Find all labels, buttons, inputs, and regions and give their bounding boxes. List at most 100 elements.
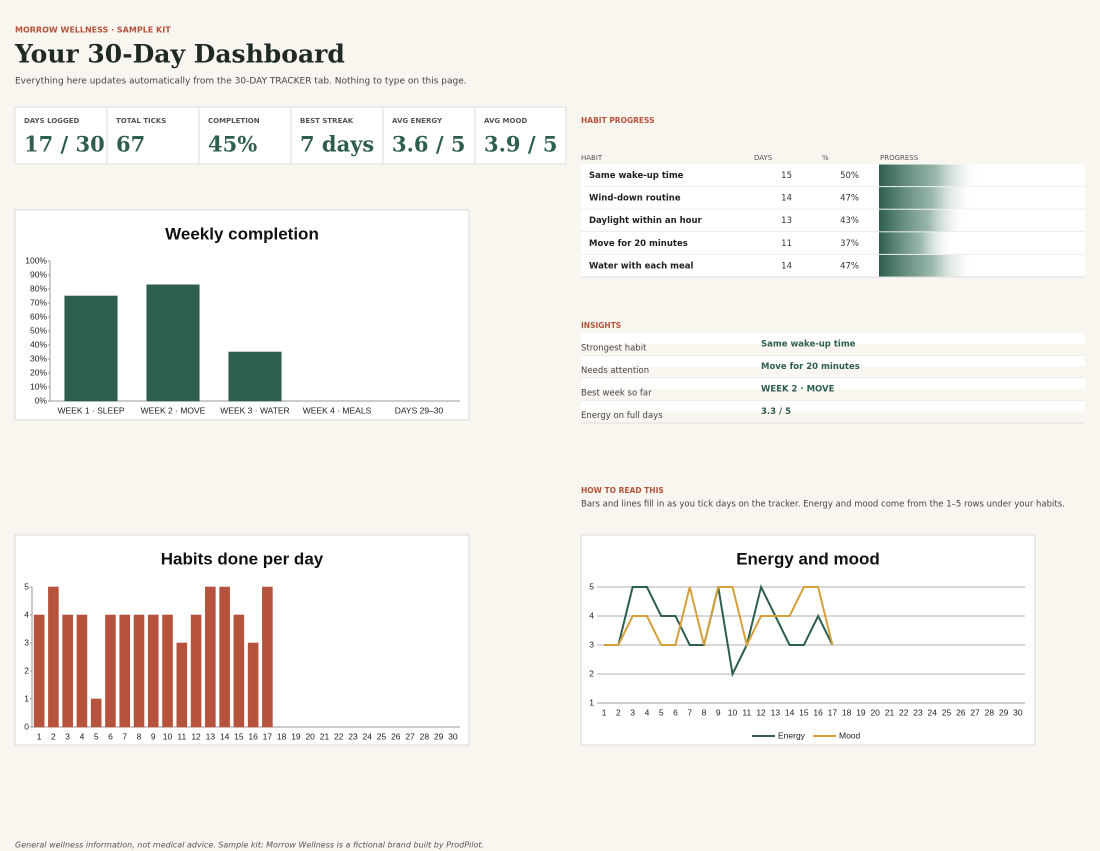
x-tick-label: 8 xyxy=(137,731,142,741)
x-tick-label: 12 xyxy=(191,731,201,741)
kpi-label: BEST STREAK xyxy=(300,117,354,125)
chart-title: Weekly completion xyxy=(165,224,319,243)
x-tick-label: 1 xyxy=(602,707,607,717)
x-tick-label: 17 xyxy=(263,731,273,741)
y-tick-label: 0% xyxy=(35,395,48,405)
series-line xyxy=(604,586,834,648)
kpi-label: DAYS LOGGED xyxy=(24,117,80,125)
x-tick-label: 10 xyxy=(163,731,173,741)
x-tick-label: WEEK 3 · WATER xyxy=(220,405,289,415)
bar xyxy=(176,642,188,728)
x-tick-label: 8 xyxy=(702,707,707,717)
x-tick-label: 15 xyxy=(234,731,244,741)
bar xyxy=(90,698,102,728)
y-tick-label: 5 xyxy=(589,581,594,591)
x-tick-label: 12 xyxy=(756,707,766,717)
x-tick-label: 15 xyxy=(799,707,809,717)
x-tick-label: 23 xyxy=(913,707,923,717)
x-tick-label: 16 xyxy=(813,707,823,717)
x-tick-label: 13 xyxy=(771,707,781,717)
x-tick-label: 18 xyxy=(277,731,287,741)
section-title: HOW TO READ THIS xyxy=(581,486,664,495)
x-tick-label: 18 xyxy=(842,707,852,717)
x-tick-label: 5 xyxy=(659,707,664,717)
x-tick-label: 11 xyxy=(742,707,751,717)
habit-days: 14 xyxy=(781,261,792,271)
insight-label: Strongest habit xyxy=(581,344,647,354)
chart-title: Habits done per day xyxy=(161,549,324,568)
bar xyxy=(190,614,202,728)
y-tick-label: 70% xyxy=(30,297,47,307)
section-title: INSIGHTS xyxy=(581,321,621,330)
kpi-value: 3.9 / 5 xyxy=(484,132,557,157)
bar xyxy=(247,642,259,728)
column-header: PROGRESS xyxy=(880,154,919,162)
habit-pct: 47% xyxy=(840,194,859,204)
x-tick-label: WEEK 2 · MOVE xyxy=(141,405,206,415)
bar xyxy=(219,586,230,728)
insight-value: Move for 20 minutes xyxy=(761,362,860,372)
bar xyxy=(33,614,45,728)
insight-value: WEEK 2 · MOVE xyxy=(761,385,835,395)
bar xyxy=(147,614,159,728)
x-tick-label: 23 xyxy=(348,731,358,741)
bar xyxy=(162,614,173,728)
y-tick-label: 4 xyxy=(589,610,594,620)
x-tick-label: 25 xyxy=(942,707,952,717)
x-tick-label: 27 xyxy=(405,731,415,741)
insight-value: Same wake-up time xyxy=(761,340,856,350)
y-tick-label: 90% xyxy=(30,269,47,279)
bar xyxy=(105,614,116,728)
x-tick-label: 9 xyxy=(151,731,156,741)
bar xyxy=(233,614,245,728)
x-tick-label: 1 xyxy=(37,731,42,741)
bar xyxy=(228,351,282,402)
subtitle: Everything here updates automatically fr… xyxy=(15,77,467,87)
kpi-label: TOTAL TICKS xyxy=(116,117,166,125)
x-tick-label: 7 xyxy=(687,707,692,717)
page-title: Your 30-Day Dashboard xyxy=(14,40,345,69)
insight-label: Best week so far xyxy=(581,389,652,399)
footer: General wellness information, not medica… xyxy=(15,841,484,850)
x-tick-label: 25 xyxy=(377,731,387,741)
x-tick-label: 28 xyxy=(420,731,430,741)
insight-label: Needs attention xyxy=(581,366,649,376)
habit-days: 11 xyxy=(781,239,792,249)
y-tick-label: 2 xyxy=(589,668,594,678)
x-tick-label: 14 xyxy=(785,707,795,717)
y-tick-label: 50% xyxy=(30,325,47,335)
y-tick-label: 3 xyxy=(24,637,29,647)
progress-bar xyxy=(879,164,982,187)
bar xyxy=(62,614,73,728)
habit-days: 15 xyxy=(781,171,792,181)
y-tick-label: 2 xyxy=(24,665,29,675)
bar xyxy=(133,614,145,728)
x-tick-label: 29 xyxy=(999,707,1009,717)
x-tick-label: 19 xyxy=(291,731,301,741)
x-tick-label: 10 xyxy=(728,707,738,717)
x-tick-label: 20 xyxy=(305,731,315,741)
bar xyxy=(146,284,200,402)
y-tick-label: 0 xyxy=(24,721,29,731)
x-tick-label: 22 xyxy=(899,707,909,717)
x-tick-label: 19 xyxy=(856,707,866,717)
x-tick-label: 30 xyxy=(1013,707,1023,717)
x-tick-label: DAYS 29–30 xyxy=(395,405,444,415)
habit-name: Same wake-up time xyxy=(589,171,684,181)
x-tick-label: 30 xyxy=(448,731,458,741)
legend-label: Mood xyxy=(839,730,861,740)
progress-bar xyxy=(879,209,968,232)
y-tick-label: 3 xyxy=(589,639,594,649)
x-tick-label: 11 xyxy=(177,731,186,741)
x-tick-label: 26 xyxy=(391,731,401,741)
y-tick-label: 20% xyxy=(30,367,47,377)
habit-name: Wind-down routine xyxy=(589,194,681,204)
x-tick-label: 4 xyxy=(80,731,85,741)
bar xyxy=(48,586,59,728)
bar xyxy=(262,586,273,728)
insight-label: Energy on full days xyxy=(581,411,663,421)
x-tick-label: 7 xyxy=(122,731,127,741)
habit-name: Daylight within an hour xyxy=(589,216,703,226)
kpi-value: 67 xyxy=(116,132,145,157)
